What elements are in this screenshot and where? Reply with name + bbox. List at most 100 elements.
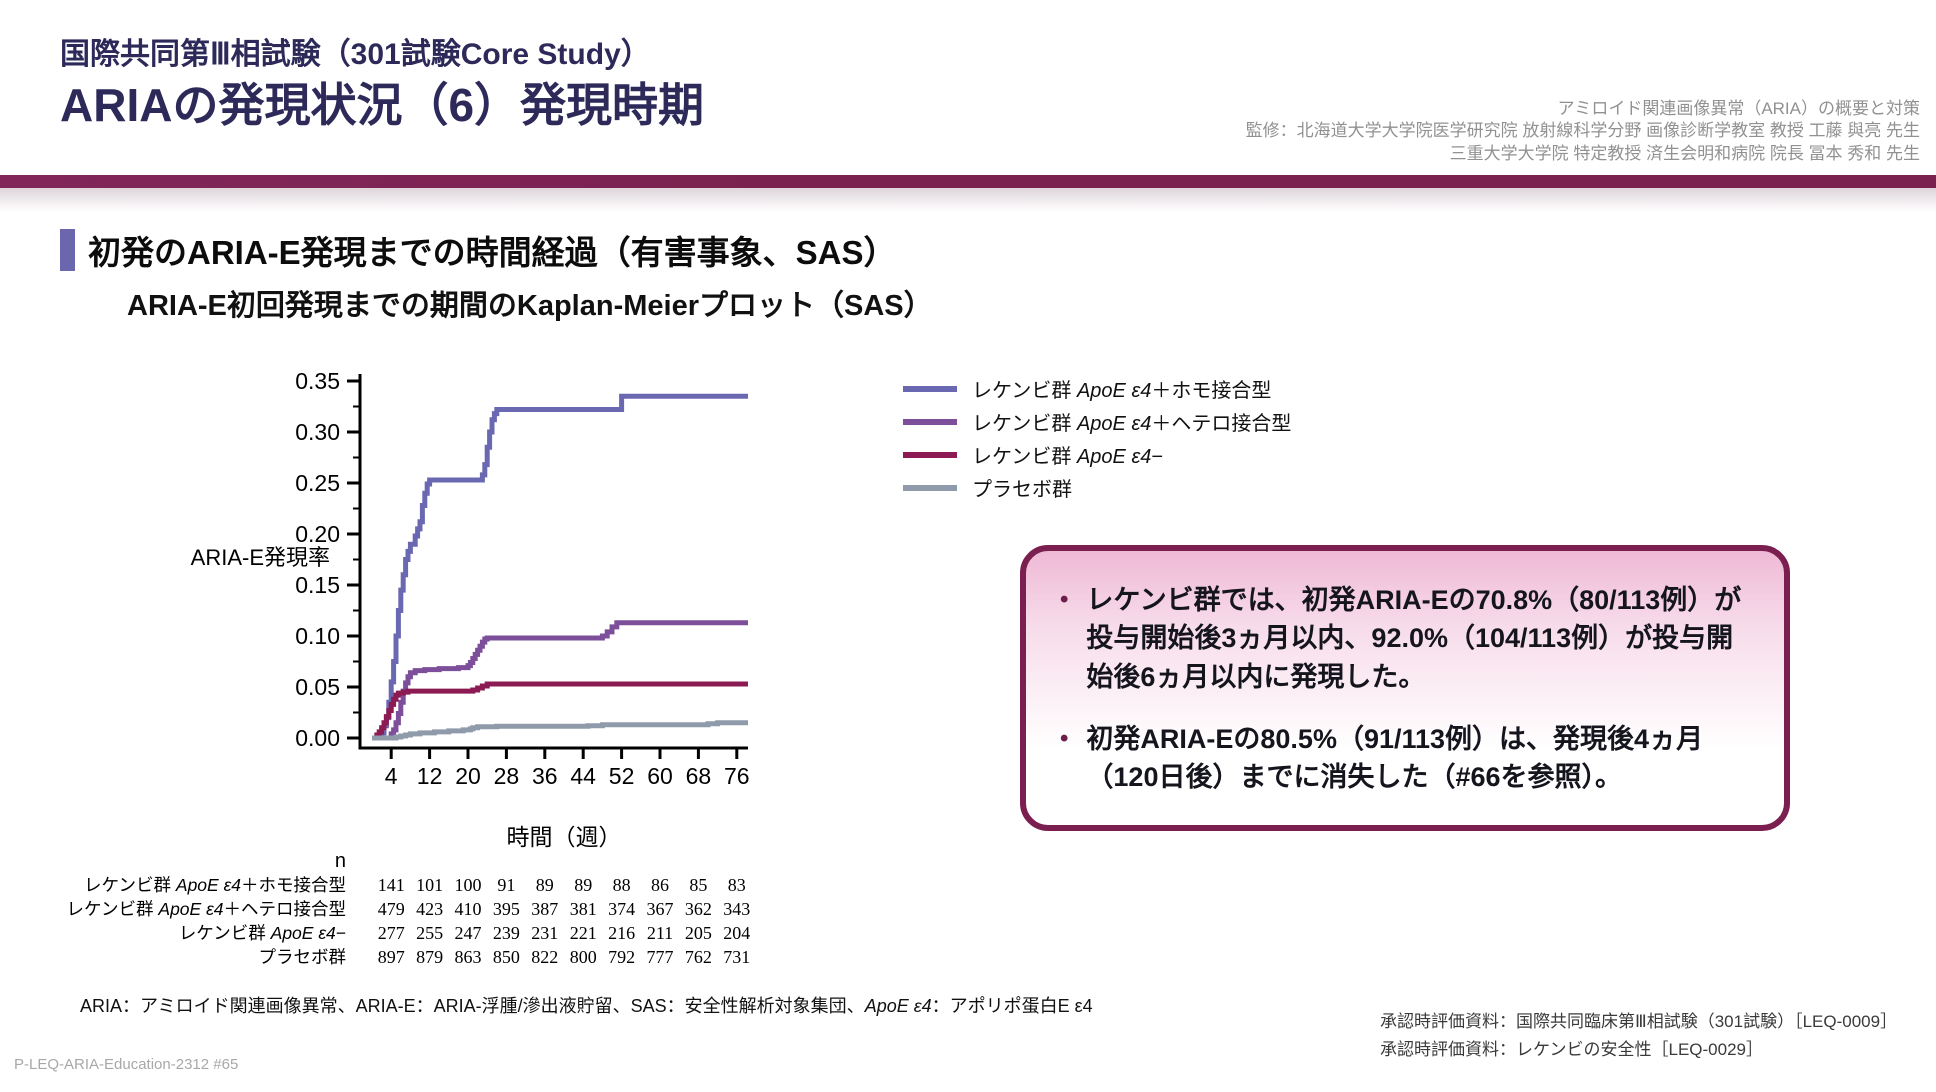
credit-line: アミロイド関連画像異常（ARIA）の概要と対策 xyxy=(1557,99,1920,118)
at-risk-value: 479 xyxy=(378,899,405,919)
y-axis-title: ARIA-E発現率 xyxy=(191,545,330,570)
at-risk-value: 204 xyxy=(723,923,750,943)
callout-text: 初発ARIA-Eの80.5%（91/113例）は、発現後4ヵ月（120日後）まで… xyxy=(1086,723,1704,793)
at-risk-value: 374 xyxy=(608,899,635,919)
at-risk-value: 100 xyxy=(455,875,482,895)
at-risk-value: 86 xyxy=(651,875,669,895)
header-divider-bar xyxy=(0,175,1936,188)
y-tick-label: 0.25 xyxy=(295,470,340,496)
chart-legend: レケンビ群 ApoE ε4＋ホモ接合型 レケンビ群 ApoE ε4＋ヘテロ接合型レ… xyxy=(903,372,1291,504)
series-line-1 xyxy=(372,620,748,741)
at-risk-row-label: プラセボ群 xyxy=(259,947,347,967)
header-divider-shadow xyxy=(0,188,1936,212)
section-accent-bar xyxy=(60,229,75,271)
y-tick-label: 0.35 xyxy=(295,368,340,394)
callout-bullet-0: • レケンビ群では、初発ARIA-Eの70.8%（80/113例）が投与開始後3ヵ… xyxy=(1060,581,1746,696)
legend-item-3: プラセボ群 xyxy=(903,471,1291,504)
at-risk-value: 101 xyxy=(416,875,443,895)
bullet-icon: • xyxy=(1060,586,1069,613)
title-line-1: 国際共同第Ⅲ相試験（301試験Core Study） xyxy=(60,38,651,71)
at-risk-value: 255 xyxy=(416,923,443,943)
at-risk-value: 731 xyxy=(723,947,750,967)
footnote-segment: ARIA：アミロイド関連画像異常、ARIA-E：ARIA-浮腫/滲出液貯留、SA… xyxy=(80,996,865,1016)
series-line-2 xyxy=(372,681,748,741)
at-risk-value: 822 xyxy=(531,947,558,967)
x-tick-label: 44 xyxy=(570,763,596,789)
at-risk-header: n xyxy=(335,850,346,872)
at-risk-value: 863 xyxy=(455,947,482,967)
legend-label: レケンビ群 ApoE ε4＋ヘテロ接合型 xyxy=(972,413,1292,435)
y-tick-label: 0.20 xyxy=(295,521,340,547)
at-risk-value: 777 xyxy=(647,947,674,967)
credit-line: 監修：北海道大学大学院医学研究院 放射線科学分野 画像診断学教室 教授 工藤 與… xyxy=(1245,121,1920,141)
at-risk-value: 381 xyxy=(570,899,597,919)
at-risk-value: 362 xyxy=(685,899,712,919)
x-tick-label: 36 xyxy=(532,763,558,789)
y-tick-label: 0.30 xyxy=(295,419,340,445)
y-tick-label: 0.00 xyxy=(295,725,340,751)
at-risk-value: 410 xyxy=(455,899,482,919)
y-tick-label: 0.05 xyxy=(295,674,340,700)
legend-label: レケンビ群 ApoE ε4＋ホモ接合型 xyxy=(972,380,1272,402)
x-tick-label: 28 xyxy=(494,763,520,789)
legend-label: プラセボ群 xyxy=(972,479,1072,501)
at-risk-value: 792 xyxy=(608,947,635,967)
at-risk-value: 800 xyxy=(570,947,597,967)
at-risk-value: 141 xyxy=(378,875,405,895)
x-tick-label: 20 xyxy=(455,763,481,789)
y-tick-label: 0.10 xyxy=(295,623,340,649)
at-risk-value: 247 xyxy=(455,923,482,943)
credit-line: 三重大学大学院 特定教授 済生会明和病院 院長 冨本 秀和 先生 xyxy=(1449,143,1920,163)
supervisor-credits: アミロイド関連画像異常（ARIA）の概要と対策 監修：北海道大学大学院医学研究院… xyxy=(1246,98,1920,165)
at-risk-value: 367 xyxy=(647,899,674,919)
page-title: 国際共同第Ⅲ相試験（301試験Core Study） ARIAの発現状況（6）発… xyxy=(60,36,704,133)
at-risk-row-label: レケンビ群 ApoE ε4− xyxy=(179,923,346,943)
x-tick-label: 68 xyxy=(686,763,712,789)
legend-swatch xyxy=(903,484,957,491)
at-risk-value: 91 xyxy=(497,875,515,895)
series-line-3 xyxy=(372,720,748,741)
section-heading: 初発のARIA-E発現までの時間経過（有害事象、SAS） xyxy=(60,226,897,274)
at-risk-value: 343 xyxy=(723,899,750,919)
at-risk-value: 231 xyxy=(531,923,558,943)
at-risk-value: 83 xyxy=(728,875,746,895)
x-tick-label: 4 xyxy=(385,763,398,789)
legend-item-1: レケンビ群 ApoE ε4＋ヘテロ接合型 xyxy=(903,405,1291,438)
at-risk-value: 89 xyxy=(574,875,592,895)
at-risk-value: 395 xyxy=(493,899,520,919)
at-risk-value: 423 xyxy=(416,899,443,919)
x-tick-label: 52 xyxy=(609,763,635,789)
summary-callout-box: • レケンビ群では、初発ARIA-Eの70.8%（80/113例）が投与開始後3ヵ… xyxy=(1020,545,1790,831)
at-risk-value: 221 xyxy=(570,923,597,943)
at-risk-value: 850 xyxy=(493,947,520,967)
footnote-italic-segment: ApoE ε4 xyxy=(864,996,932,1016)
legend-item-0: レケンビ群 ApoE ε4＋ホモ接合型 xyxy=(903,372,1291,405)
x-tick-label: 12 xyxy=(417,763,443,789)
at-risk-value: 277 xyxy=(378,923,405,943)
at-risk-value: 762 xyxy=(685,947,712,967)
legend-swatch xyxy=(903,451,957,458)
chart-subtitle: ARIA-E初回発現までの期間のKaplan-Meierプロット（SAS） xyxy=(127,290,933,322)
kaplan-meier-chart: ARIA-E発現率 0.00 0.05 0.10 0.15 0.20 0.25 0.30 0.3… xyxy=(67,368,751,967)
at-risk-value: 387 xyxy=(531,899,558,919)
section-title: 初発のARIA-E発現までの時間経過（有害事象、SAS） xyxy=(88,234,897,271)
callout-text: レケンビ群では、初発ARIA-Eの70.8%（80/113例）が投与開始後3ヵ月… xyxy=(1086,585,1742,692)
slide-code: P-LEQ-ARIA-Education-2312 #65 xyxy=(14,1056,239,1073)
legend-item-2: レケンビ群 ApoE ε4− xyxy=(903,438,1291,471)
reference-line: 承認時評価資料：国際共同臨床第Ⅲ相試験（301試験）［LEQ-0009］ xyxy=(1380,1012,1898,1031)
legend-label: レケンビ群 ApoE ε4− xyxy=(972,446,1164,468)
at-risk-value: 89 xyxy=(536,875,554,895)
x-tick-label: 76 xyxy=(724,763,750,789)
title-line-2: ARIAの発現状況（6）発現時期 xyxy=(60,78,705,131)
legend-swatch xyxy=(903,385,957,392)
abbreviation-footnote: ARIA：アミロイド関連画像異常、ARIA-E：ARIA-浮腫/滲出液貯留、SA… xyxy=(80,992,1093,1018)
at-risk-value: 88 xyxy=(613,875,631,895)
bullet-icon: • xyxy=(1060,724,1069,752)
at-risk-value: 85 xyxy=(689,875,707,895)
reference-list: 承認時評価資料：国際共同臨床第Ⅲ相試験（301試験）［LEQ-0009］ 承認時… xyxy=(1380,1008,1897,1063)
at-risk-value: 205 xyxy=(685,923,712,943)
at-risk-value: 211 xyxy=(647,923,673,943)
at-risk-row-label: レケンビ群 ApoE ε4＋ヘテロ接合型 xyxy=(67,899,346,919)
x-tick-label: 60 xyxy=(647,763,673,789)
x-axis-title: 時間（週） xyxy=(507,824,622,850)
